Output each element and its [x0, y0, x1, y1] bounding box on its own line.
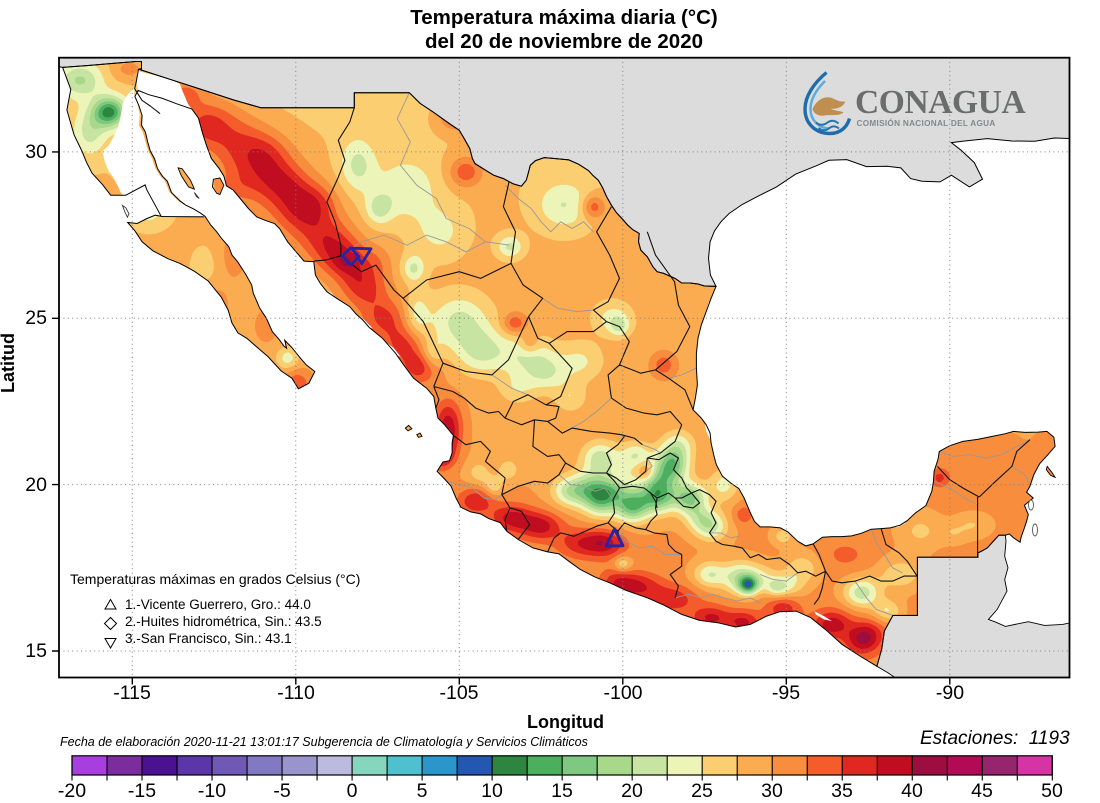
svg-text:CONAGUA: CONAGUA [855, 84, 1025, 121]
svg-text:COMISIÓN NACIONAL DEL AGUA: COMISIÓN NACIONAL DEL AGUA [857, 117, 996, 128]
svg-text:Latitud: Latitud [0, 333, 18, 393]
